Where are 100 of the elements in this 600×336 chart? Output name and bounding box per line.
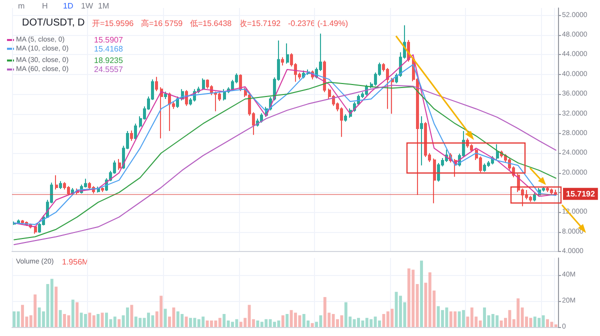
bar: [172, 307, 176, 327]
bar: [164, 308, 167, 327]
bar: [248, 304, 251, 327]
bar: [344, 302, 348, 327]
candlestick: [340, 106, 343, 138]
bar: [67, 315, 70, 327]
bar: [100, 312, 104, 327]
bar: [550, 322, 554, 327]
candlestick: [59, 180, 62, 190]
bar: [332, 314, 335, 327]
bar: [357, 318, 360, 327]
bar: [235, 319, 238, 327]
candlestick: [391, 77, 394, 114]
bar: [302, 314, 306, 327]
text: DOT/USDT, D: [22, 18, 85, 28]
bar: [374, 316, 377, 327]
bar: [508, 310, 512, 327]
bar: [491, 314, 494, 327]
bar: [496, 315, 499, 327]
annotation: 18.9235: [94, 56, 124, 65]
candlestick: [160, 86, 163, 139]
bar: [105, 312, 108, 327]
bar: [206, 320, 209, 327]
candlestick: [55, 174, 58, 190]
bar: [323, 297, 326, 327]
bar: [210, 320, 213, 327]
candlestick: [420, 116, 423, 166]
bar: [54, 286, 58, 327]
candlestick: [239, 74, 242, 92]
annotation: -0.2376 (-1.49%): [288, 19, 348, 28]
candlestick: [533, 192, 536, 202]
candlestick: [546, 186, 549, 192]
annotation: 15.5907: [94, 36, 124, 44]
bar: [386, 311, 390, 327]
candlestick: [437, 162, 440, 182]
bar: [21, 304, 24, 327]
annotation: m: [18, 2, 25, 10]
bar: [130, 304, 134, 327]
bar: [160, 296, 163, 327]
bar: [458, 311, 461, 327]
bar: [118, 319, 121, 327]
bar: [538, 318, 541, 327]
candlestick: [34, 226, 37, 234]
annotation: 1M: [98, 2, 110, 10]
bar: [382, 314, 386, 327]
candlestick: [164, 91, 167, 100]
annotation: 24.5557: [94, 65, 124, 74]
bar: [554, 324, 558, 327]
candlestick: [223, 88, 226, 101]
candlestick: [214, 91, 217, 112]
bar: [126, 307, 129, 327]
bar: [63, 314, 66, 327]
candlestick: [433, 158, 436, 204]
bar: [202, 316, 205, 327]
bar: [478, 320, 482, 327]
bar: [222, 314, 226, 327]
bar: [113, 316, 116, 327]
bar: [449, 311, 452, 327]
bar: [445, 307, 448, 327]
bar: [428, 272, 432, 327]
bar: [319, 315, 322, 327]
bar: [264, 319, 268, 327]
bar: [533, 316, 536, 327]
annotation: 低=15.6438: [190, 19, 232, 28]
candlestick: [130, 130, 133, 142]
bar: [256, 320, 260, 327]
bar: [273, 322, 276, 327]
bar: [412, 270, 415, 327]
bar: [294, 312, 297, 327]
candlestick: [202, 78, 205, 91]
bar: [180, 314, 184, 327]
candlestick: [134, 123, 137, 140]
bar: [76, 302, 79, 327]
bar: [268, 319, 272, 327]
candlestick: [260, 112, 263, 124]
bar: [436, 306, 440, 327]
bar: [92, 315, 96, 327]
candlestick: [281, 56, 284, 66]
bar: [58, 310, 62, 327]
bar: [462, 310, 465, 327]
bar: [38, 307, 41, 327]
candlestick: [118, 158, 121, 170]
bar: [361, 320, 364, 327]
candlestick: [344, 114, 347, 122]
candlestick: [424, 122, 427, 158]
bar: [214, 320, 218, 327]
bar: [16, 311, 20, 327]
bar: [34, 294, 37, 327]
bar: [12, 311, 16, 327]
annotation: 高=16.5759: [141, 19, 184, 28]
bar: [184, 316, 188, 327]
candlestick: [483, 162, 486, 172]
bar: [281, 315, 284, 327]
bar: [407, 268, 410, 327]
bar: [399, 296, 402, 327]
bar: [370, 319, 373, 327]
bar: [340, 315, 344, 327]
bar: [151, 315, 154, 327]
bar: [84, 314, 87, 327]
candlestick: [323, 60, 326, 93]
